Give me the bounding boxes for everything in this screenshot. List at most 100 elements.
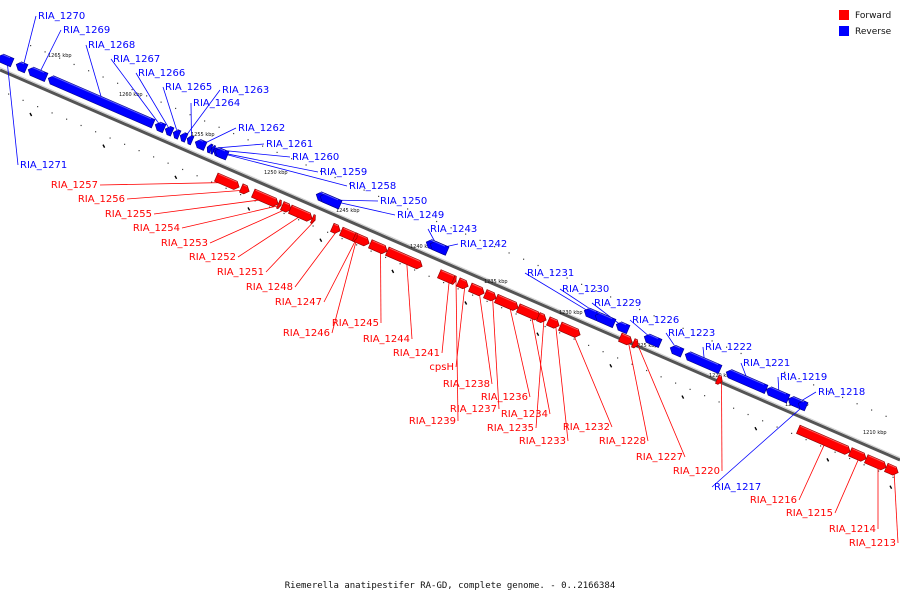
tick-dot	[211, 181, 213, 183]
gene-arrow-ria_1252	[288, 204, 313, 222]
gene-label-ria_1233: RIA_1233	[519, 436, 566, 447]
gene-label-ria_1271: RIA_1271	[20, 160, 67, 171]
tick-dot	[30, 45, 32, 47]
tick-dot	[414, 269, 416, 271]
gene-shade	[432, 240, 446, 247]
gene-label-ria_1242: RIA_1242	[460, 239, 507, 250]
gene-shade	[284, 202, 290, 206]
leader-line	[441, 277, 450, 354]
tick-dot	[421, 214, 423, 216]
leader-line	[6, 59, 19, 166]
gene-arrow-ria_1263	[179, 132, 189, 143]
tick-dot	[878, 470, 880, 472]
tick-dot	[131, 88, 133, 91]
tick-dot	[182, 168, 184, 171]
gene-shade	[0, 53, 11, 59]
leader-line	[555, 323, 569, 442]
gene-label-ria_1239: RIA_1239	[409, 416, 456, 427]
gene-label-ria_1231: RIA_1231	[527, 268, 574, 279]
tick-dot	[247, 139, 249, 141]
tick-dot	[813, 384, 815, 386]
tick-dot	[327, 231, 329, 233]
gene-label-ria_1223: RIA_1223	[668, 328, 715, 339]
gene-labels: RIA_1271 RIA_1270 RIA_1269 RIA_1268 RIA_1267…	[20, 11, 896, 549]
genome-axis	[0, 67, 900, 462]
tick-dot	[856, 403, 858, 405]
gene-shade	[800, 399, 805, 403]
tick-dot	[160, 101, 162, 103]
tick-dot	[334, 176, 336, 179]
tick-dot	[146, 95, 148, 97]
gene-label-ria_1228: RIA_1228	[599, 436, 646, 447]
major-tick-mark	[826, 458, 830, 462]
gene-label-ria_1258: RIA_1258	[349, 181, 396, 192]
gene-arrow-ria_1223	[669, 344, 685, 358]
leader-line	[893, 470, 899, 544]
gene-shade	[50, 74, 152, 120]
gene-label-ria_1217: RIA_1217	[714, 482, 761, 493]
gene-shade	[646, 333, 659, 339]
leader-line	[524, 272, 594, 315]
gene-arrow-ria_1239	[451, 275, 457, 285]
gene-shade	[218, 173, 238, 183]
tick-dot	[530, 319, 532, 321]
gene-shade	[540, 313, 545, 316]
leader-line	[637, 344, 686, 458]
gene-label-ria_1264: RIA_1264	[193, 98, 240, 109]
tick-dot	[871, 409, 873, 411]
major-tick-mark	[536, 332, 540, 337]
gene-label-ria_1215: RIA_1215	[786, 508, 833, 519]
tick-dot	[262, 145, 264, 147]
gene-label-ria_1230: RIA_1230	[562, 284, 609, 295]
tick-dot	[798, 378, 800, 380]
leader-line	[153, 198, 268, 215]
gene-label-ria_1262: RIA_1262	[238, 123, 285, 134]
gene-arrow-ria_1268	[47, 75, 156, 129]
tick-dot	[559, 332, 561, 334]
gene-label-cpsh: cpsH	[429, 362, 454, 373]
tick-dot	[196, 175, 198, 177]
tick-label: 1240 kbp	[410, 244, 434, 250]
gene-arrow-ria_1238	[468, 282, 485, 297]
tick-dot	[624, 302, 626, 304]
tick-label: 1265 kbp	[48, 53, 72, 59]
gene-label-ria_1253: RIA_1253	[161, 238, 208, 249]
tick-dot	[892, 476, 894, 478]
gene-shade	[322, 192, 339, 201]
gene-arrow-ria_1221	[725, 369, 769, 394]
gene-arrow-ria_1213	[884, 462, 899, 476]
gene-shade	[157, 121, 163, 125]
gene-label-ria_1235: RIA_1235	[487, 423, 534, 434]
gene-label-ria_1257: RIA_1257	[51, 180, 98, 191]
gene-arrow-ria_1271	[0, 53, 15, 68]
gene-label-ria_1255: RIA_1255	[105, 209, 152, 220]
gene-label-ria_1236: RIA_1236	[481, 392, 528, 403]
leader-line	[222, 153, 348, 187]
gene-shade	[888, 463, 897, 469]
tick-dot	[117, 82, 119, 84]
tick-dot	[44, 51, 46, 53]
gene-shade	[800, 425, 849, 448]
gene-shade	[562, 322, 579, 331]
gene-label-ria_1260: RIA_1260	[292, 152, 339, 163]
gene-shade	[255, 189, 277, 200]
gene-label-ria_1270: RIA_1270	[38, 11, 85, 22]
tick-dot	[595, 290, 597, 292]
gene-label-ria_1266: RIA_1266	[138, 68, 185, 79]
tick-dot	[566, 277, 568, 279]
tick-dot	[399, 263, 401, 265]
leader-line	[201, 127, 237, 145]
gene-shade	[292, 205, 311, 215]
tick-dot	[153, 156, 155, 158]
leader-line	[455, 280, 459, 422]
gene-arrow-ria_1242	[429, 240, 450, 256]
gene-arrow-ria_1266	[164, 126, 175, 137]
tick-dot	[639, 308, 641, 311]
gene-shade	[852, 448, 865, 455]
tick-dot	[472, 294, 474, 296]
tick-dot	[51, 112, 53, 114]
legend-forward-label: Forward	[855, 11, 891, 21]
tick-label: 1235 kbp	[484, 279, 508, 285]
tick-dot	[276, 151, 278, 154]
